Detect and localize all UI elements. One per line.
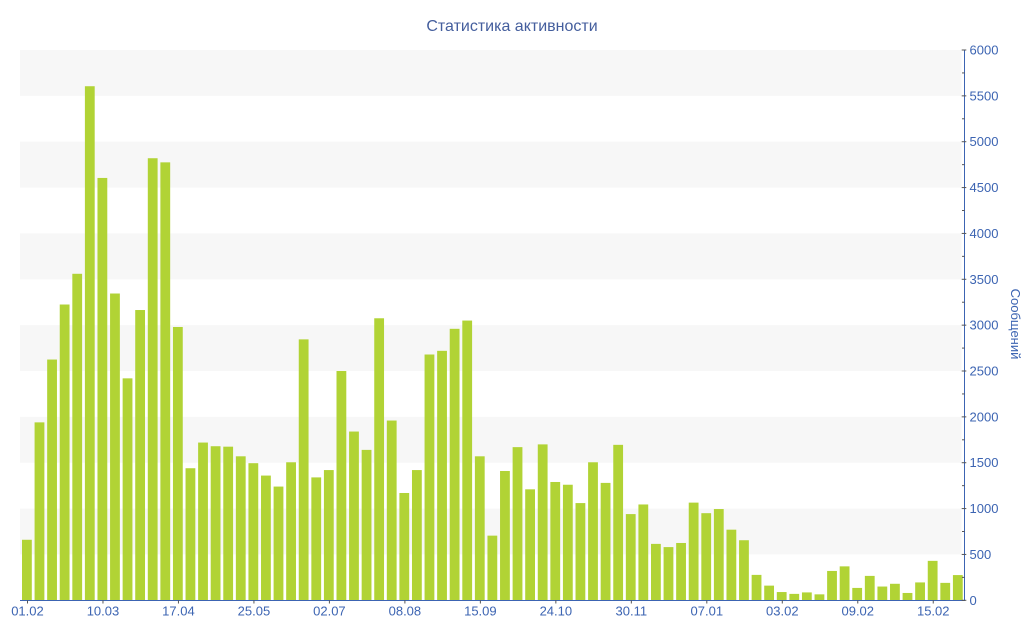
svg-text:2000: 2000 — [970, 409, 999, 424]
svg-text:3500: 3500 — [970, 272, 999, 287]
svg-text:2500: 2500 — [970, 364, 999, 379]
svg-text:09.02: 09.02 — [841, 604, 874, 619]
svg-text:24.10: 24.10 — [540, 604, 573, 619]
svg-text:07.01: 07.01 — [691, 604, 724, 619]
svg-text:10.03: 10.03 — [87, 604, 120, 619]
svg-text:1000: 1000 — [970, 501, 999, 516]
svg-text:3000: 3000 — [970, 318, 999, 333]
svg-text:01.02: 01.02 — [11, 604, 44, 619]
svg-text:03.02: 03.02 — [766, 604, 799, 619]
svg-text:Сообщений: Сообщений — [1008, 289, 1023, 360]
svg-text:02.07: 02.07 — [313, 604, 346, 619]
svg-text:0: 0 — [970, 593, 977, 608]
svg-text:500: 500 — [970, 547, 992, 562]
svg-text:1500: 1500 — [970, 455, 999, 470]
svg-text:4000: 4000 — [970, 226, 999, 241]
svg-text:5000: 5000 — [970, 134, 999, 149]
svg-text:17.04: 17.04 — [162, 604, 195, 619]
svg-text:08.08: 08.08 — [389, 604, 422, 619]
svg-text:Статистика активности: Статистика активности — [426, 18, 597, 35]
svg-text:4500: 4500 — [970, 180, 999, 195]
svg-text:25.05: 25.05 — [238, 604, 271, 619]
svg-text:30.11: 30.11 — [616, 604, 648, 619]
svg-text:15.02: 15.02 — [917, 604, 950, 619]
svg-text:6000: 6000 — [970, 43, 999, 58]
svg-text:5500: 5500 — [970, 88, 999, 103]
svg-text:15.09: 15.09 — [464, 604, 497, 619]
